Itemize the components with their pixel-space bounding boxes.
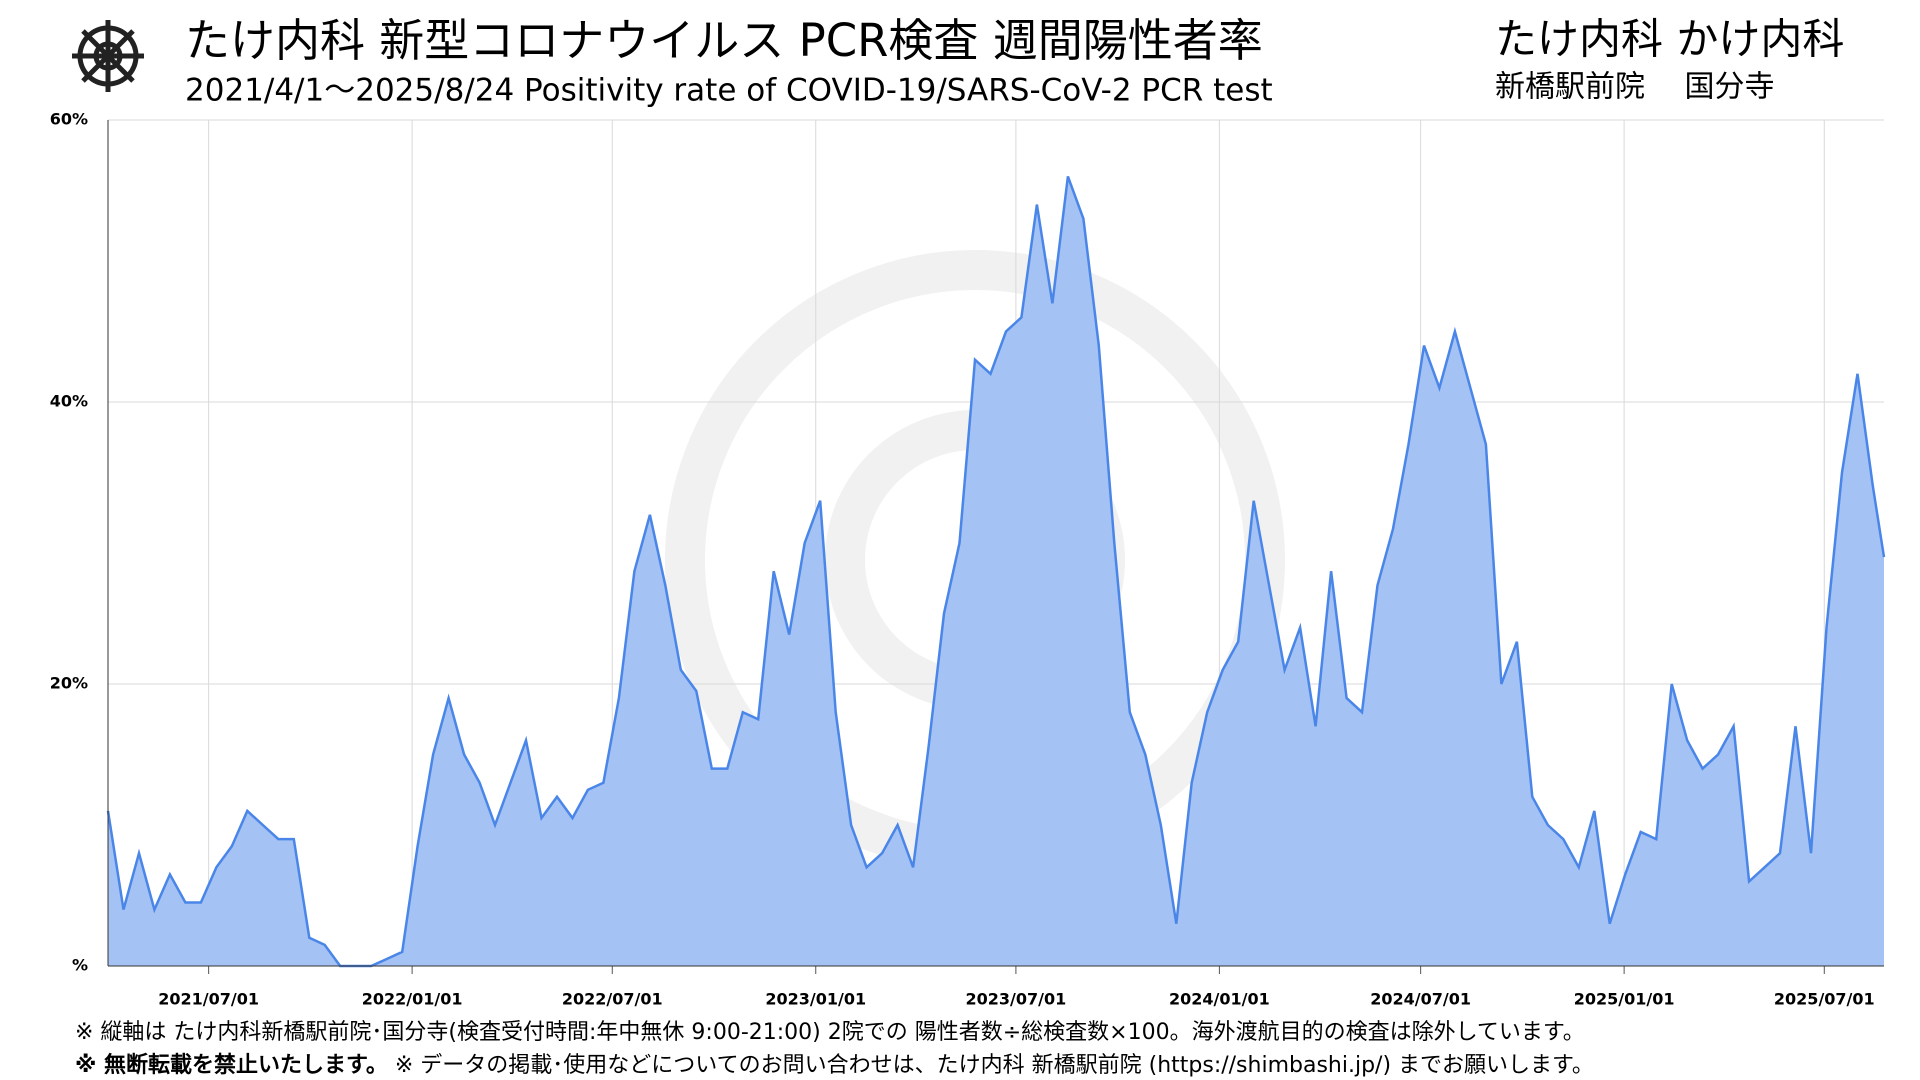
footnote-text: ※ データの掲載･使用などについてのお問い合わせは、たけ内科 新橋駅前院 (ht… — [388, 1053, 1594, 1078]
branches: 新橋駅前院 国分寺 — [1495, 70, 1775, 105]
x-tick-label: 2025/01/01 — [1574, 990, 1675, 1009]
x-tick-label: 2022/01/01 — [362, 990, 463, 1009]
title: たけ内科 新型コロナウイルス PCR検査 週間陽性者率 — [185, 14, 1263, 67]
x-tick-label: 2023/01/01 — [765, 990, 866, 1009]
clinics: たけ内科 かけ内科 — [1495, 15, 1844, 64]
x-tick-label: 2025/07/01 — [1774, 990, 1875, 1009]
x-tick-label: 2022/07/01 — [562, 990, 663, 1009]
area-fill — [108, 176, 1884, 966]
x-tick-label: 2021/07/01 — [158, 990, 259, 1009]
y-tick-label: % — [72, 956, 88, 975]
subtitle: 2021/4/1〜2025/8/24 Positivity rate of CO… — [185, 73, 1273, 109]
y-tick-label: 40% — [50, 392, 88, 411]
x-tick-label: 2023/07/01 — [966, 990, 1067, 1009]
x-tick-label: 2024/01/01 — [1169, 990, 1270, 1009]
footnote: ※ 縦軸は たけ内科新橋駅前院･国分寺(検査受付時間:年中無休 9:00-21:… — [75, 1020, 1585, 1045]
logo — [72, 20, 144, 92]
y-tick-label: 20% — [50, 674, 88, 693]
y-tick-label: 60% — [50, 110, 88, 129]
footnote: ※ 無断転載を禁止いたします。 ※ データの掲載･使用などについてのお問い合わせ… — [75, 1052, 1594, 1078]
area-line — [106, 175, 1886, 968]
footnote-bold: ※ 無断転載を禁止いたします。 — [75, 1052, 388, 1078]
x-tick-label: 2024/07/01 — [1370, 990, 1471, 1009]
